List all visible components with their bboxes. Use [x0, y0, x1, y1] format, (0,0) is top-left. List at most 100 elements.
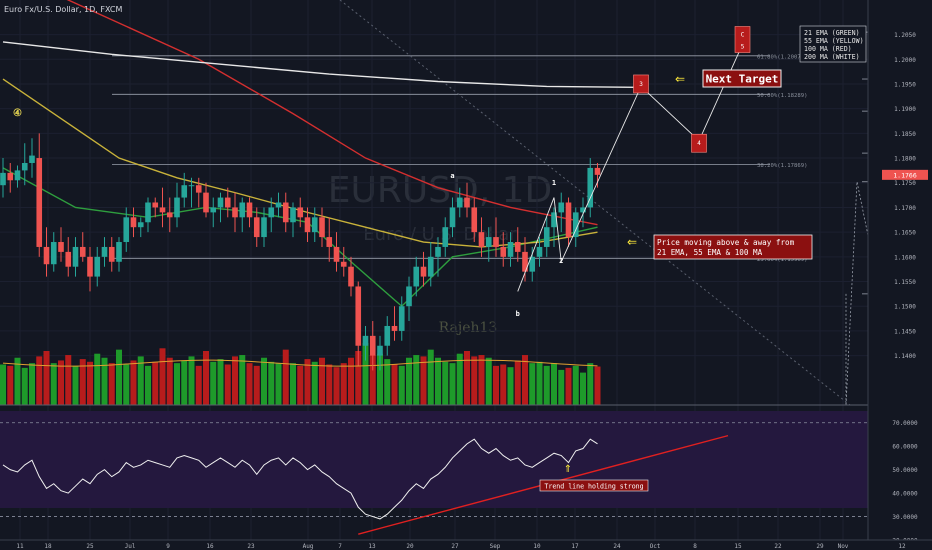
time-tick-label: 22	[774, 543, 782, 550]
volume-bar	[493, 365, 499, 405]
candle-body	[377, 345, 383, 356]
volume-bar	[333, 367, 340, 405]
candle-body	[181, 185, 188, 198]
volume-bar	[406, 357, 412, 405]
time-tick-label: 15	[734, 543, 742, 550]
dotted-trend-line	[339, 0, 851, 406]
wave-box-label: 4	[697, 140, 701, 147]
price-tick-label: 1.2000	[894, 57, 916, 64]
volume-bar	[130, 360, 137, 405]
candle-body	[159, 207, 166, 213]
candle-body	[195, 185, 202, 193]
wave-label: b	[516, 310, 520, 318]
current-price-tag	[882, 169, 928, 180]
candle-body	[290, 207, 296, 223]
rsi-line	[2, 438, 598, 520]
price-tick-label: 1.1400	[894, 353, 916, 360]
volume-bar	[72, 365, 79, 405]
volume-bar	[311, 361, 318, 405]
rsi-tick-label: 30.0000	[892, 514, 918, 521]
candle-body	[485, 237, 492, 247]
volume-ma-line	[2, 359, 598, 367]
volume-bar	[464, 351, 470, 405]
candle-body	[384, 325, 391, 346]
candle-body	[152, 202, 159, 208]
candle-body	[210, 207, 217, 213]
rsi-tick-label: 70.0000	[892, 420, 918, 427]
candle-body	[174, 197, 180, 218]
volume-bar	[79, 359, 86, 405]
candle-body	[348, 266, 354, 287]
wave-box-label-2: 5	[741, 44, 745, 51]
rsi-note-label: Trend line holding strong	[544, 483, 643, 491]
candle-body	[514, 242, 521, 252]
volume-bar	[572, 365, 579, 405]
time-tick-label: 9	[166, 543, 170, 550]
volume-bar	[536, 361, 543, 405]
candle-body	[406, 286, 412, 307]
candle-body	[565, 202, 572, 238]
time-tick-label: 24	[613, 543, 621, 550]
candle-body	[239, 202, 246, 218]
volume-bar	[326, 364, 333, 405]
candle-body	[203, 192, 209, 213]
time-tick-label: Nov	[838, 543, 849, 550]
volume-bar	[543, 365, 550, 405]
candle-body	[14, 170, 21, 181]
volume-bar	[507, 367, 514, 405]
wave-label: 2	[559, 257, 563, 265]
legend-box	[799, 25, 867, 63]
volume-bar	[36, 356, 43, 405]
candle-body	[188, 185, 195, 187]
volume-bar	[145, 365, 151, 405]
volume-bar	[21, 367, 28, 405]
candle-body	[369, 335, 376, 356]
candle-body	[29, 155, 35, 163]
candle-body	[456, 197, 463, 208]
legend-item-21ema: 21 EMA (GREEN)	[804, 29, 860, 37]
volume-bar	[210, 361, 217, 405]
wave-box-label: 3	[639, 81, 643, 88]
volume-bar	[268, 361, 275, 405]
volume-bar	[442, 361, 449, 405]
time-tick-label: 23	[247, 543, 255, 550]
volume-bar	[87, 361, 93, 405]
candle-body	[391, 325, 398, 331]
candle-body	[478, 232, 485, 247]
wave-label: a	[450, 172, 454, 180]
volume-bar	[232, 356, 238, 405]
rsi-tick-label: 40.0000	[892, 491, 918, 498]
time-tick-label: 20	[406, 543, 414, 550]
watermark-author: Rajeh13	[439, 320, 498, 336]
time-tick-label: 25	[86, 543, 94, 550]
rsi-note-box	[539, 479, 649, 492]
volume-bar	[587, 363, 594, 405]
time-axis-background	[0, 540, 932, 550]
next-target-label: Next Target	[706, 73, 779, 86]
volume-bar	[420, 356, 427, 405]
rsi-band-background	[0, 411, 868, 508]
candle-body	[224, 197, 231, 208]
volume-bar	[0, 364, 6, 405]
volume-bar	[456, 353, 463, 405]
arrow-up-icon: ⇑	[564, 464, 572, 475]
volume-bar	[195, 365, 202, 405]
legend-item-55ema: 55 EMA (YELLOW)	[804, 37, 864, 45]
candle-body	[94, 256, 101, 277]
volume-bar	[43, 351, 50, 405]
candle-body	[398, 306, 405, 331]
volume-bar	[580, 372, 586, 405]
volume-bar	[558, 369, 565, 405]
price-tick-label: 1.1600	[894, 254, 916, 261]
volume-bar	[65, 355, 72, 405]
legend-item-200ma: 200 MA (WHITE)	[804, 53, 860, 61]
price-tick-label: 1.1700	[894, 205, 916, 212]
volume-bar	[500, 364, 507, 405]
time-tick-label: 17	[571, 543, 579, 550]
candle-body	[340, 261, 347, 267]
candle-body	[420, 266, 427, 277]
candle-body	[311, 217, 318, 233]
candle-body	[108, 246, 115, 262]
volume-bar	[217, 359, 224, 405]
